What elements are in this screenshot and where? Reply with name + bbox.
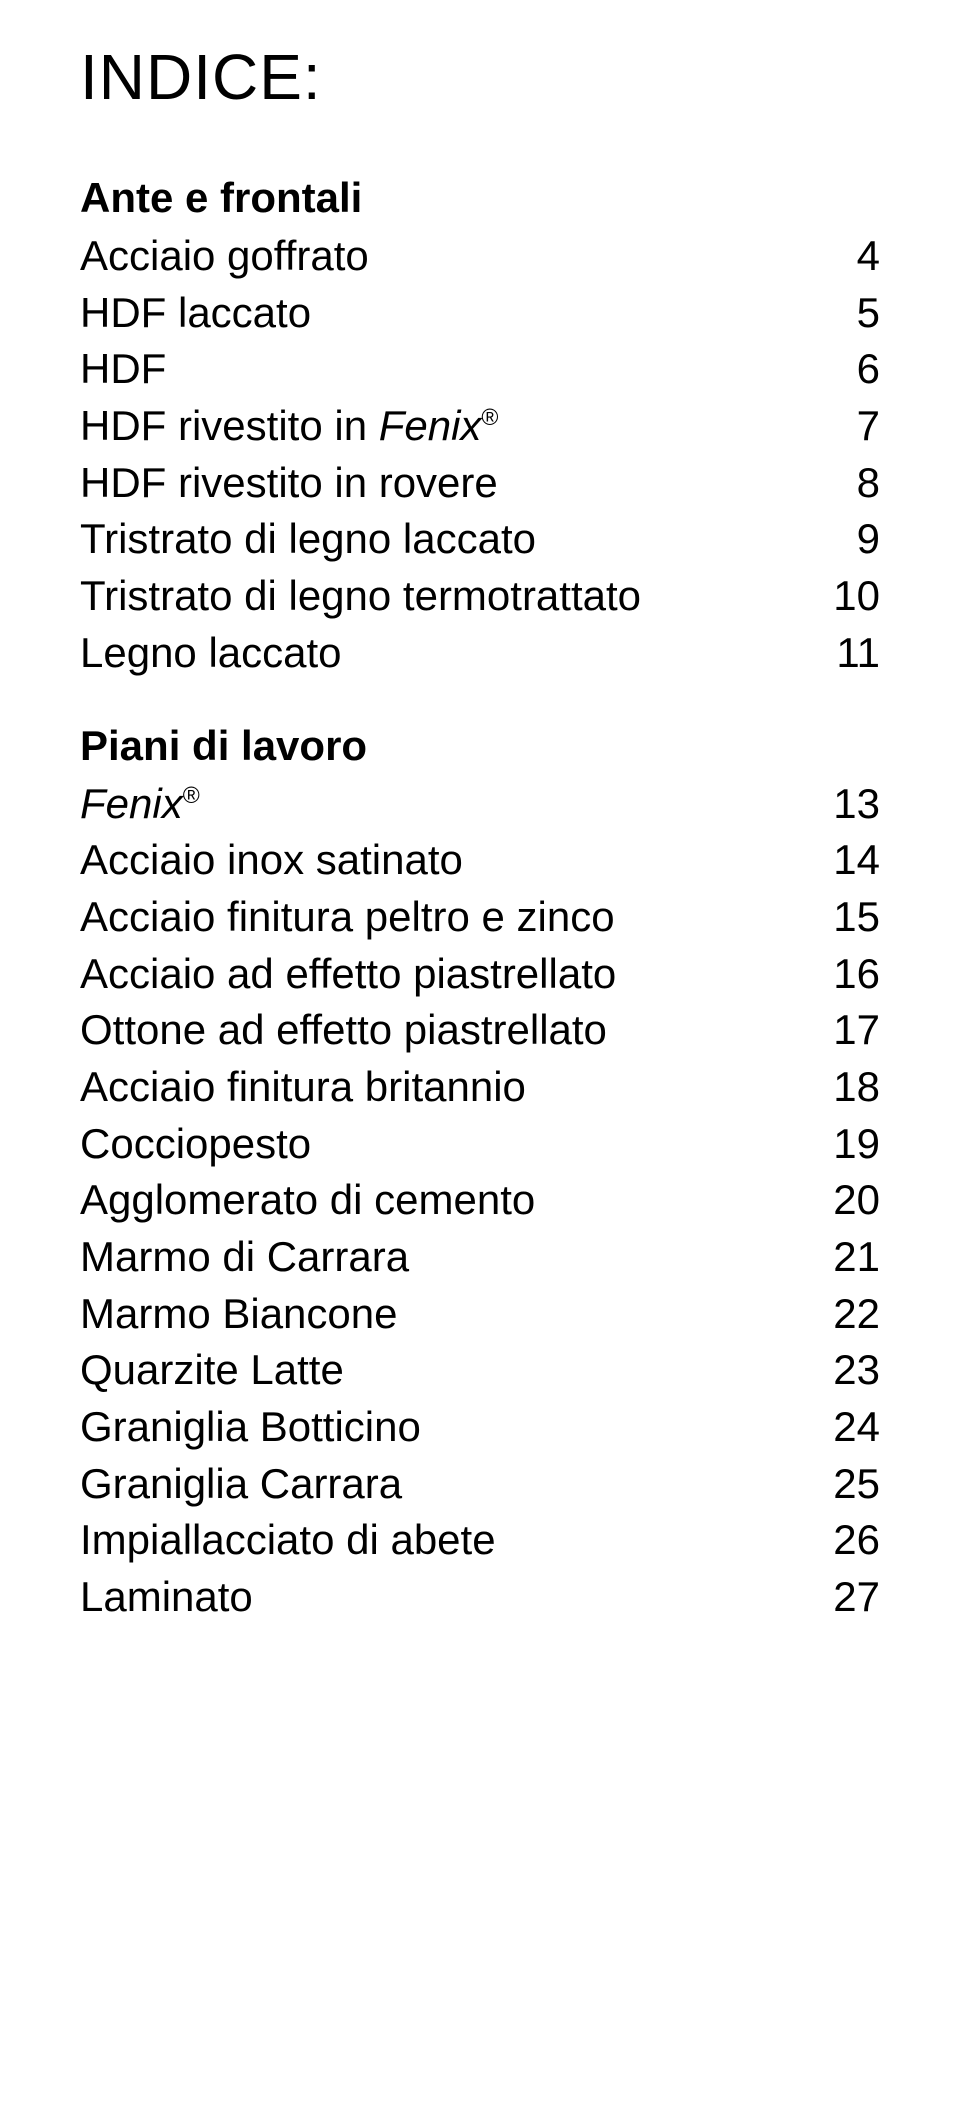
toc-row: Laminato 27 bbox=[80, 1569, 880, 1626]
toc-label: Ottone ad effetto piastrellato bbox=[80, 1002, 813, 1059]
toc-row: Marmo di Carrara 21 bbox=[80, 1229, 880, 1286]
toc-label: Marmo di Carrara bbox=[80, 1229, 813, 1286]
toc-label: Acciaio finitura britannio bbox=[80, 1059, 813, 1116]
toc-label: Acciaio finitura peltro e zinco bbox=[80, 889, 813, 946]
section-heading: Ante e frontali bbox=[80, 174, 880, 222]
toc-row: Acciaio goffrato 4 bbox=[80, 228, 880, 285]
toc-page: 20 bbox=[833, 1172, 880, 1229]
toc-sections: Ante e frontaliAcciaio goffrato4HDF lacc… bbox=[80, 174, 880, 1626]
toc-page: 27 bbox=[833, 1569, 880, 1626]
toc-label: Tristrato di legno termotrattato bbox=[80, 568, 813, 625]
toc-label: Graniglia Carrara bbox=[80, 1456, 813, 1513]
toc-row: Fenix® 13 bbox=[80, 776, 880, 833]
toc-label: Acciaio goffrato bbox=[80, 228, 837, 285]
toc-page: 24 bbox=[833, 1399, 880, 1456]
toc-row: Cocciopesto 19 bbox=[80, 1116, 880, 1173]
toc-page: 6 bbox=[857, 341, 880, 398]
toc-row: Marmo Biancone 22 bbox=[80, 1286, 880, 1343]
toc-page: 23 bbox=[833, 1342, 880, 1399]
toc-page: 25 bbox=[833, 1456, 880, 1513]
toc-row: Graniglia Carrara 25 bbox=[80, 1456, 880, 1513]
toc-page: 13 bbox=[833, 776, 880, 833]
toc-page: 19 bbox=[833, 1116, 880, 1173]
toc-page: 9 bbox=[857, 511, 880, 568]
toc-row: Agglomerato di cemento 20 bbox=[80, 1172, 880, 1229]
page-title: INDICE: bbox=[80, 40, 880, 114]
toc-row: Legno laccato 11 bbox=[80, 625, 880, 682]
toc-page: 18 bbox=[833, 1059, 880, 1116]
toc-label: Marmo Biancone bbox=[80, 1286, 813, 1343]
toc-page: 7 bbox=[857, 398, 880, 455]
toc-row: Ottone ad effetto piastrellato 17 bbox=[80, 1002, 880, 1059]
toc-row: Tristrato di legno termotrattato 10 bbox=[80, 568, 880, 625]
toc-label: Tristrato di legno laccato bbox=[80, 511, 837, 568]
toc-page: 22 bbox=[833, 1286, 880, 1343]
toc-label: Acciaio ad effetto piastrellato bbox=[80, 946, 813, 1003]
toc-row: HDF rivestito in rovere 8 bbox=[80, 455, 880, 512]
toc-label: HDF rivestito in rovere bbox=[80, 455, 837, 512]
toc-row: Quarzite Latte 23 bbox=[80, 1342, 880, 1399]
toc-label: HDF bbox=[80, 341, 837, 398]
toc-label: HDF rivestito in Fenix® bbox=[80, 398, 837, 455]
toc-label: Agglomerato di cemento bbox=[80, 1172, 813, 1229]
toc-page: 5 bbox=[857, 285, 880, 342]
toc-page: 16 bbox=[833, 946, 880, 1003]
toc-row: Tristrato di legno laccato 9 bbox=[80, 511, 880, 568]
toc-label: Fenix® bbox=[80, 776, 813, 833]
toc-page: 14 bbox=[833, 832, 880, 889]
toc-page: 17 bbox=[833, 1002, 880, 1059]
toc-row: HDF laccato 5 bbox=[80, 285, 880, 342]
toc-page: 10 bbox=[833, 568, 880, 625]
toc-row: Acciaio inox satinato 14 bbox=[80, 832, 880, 889]
toc-row: Acciaio ad effetto piastrellato 16 bbox=[80, 946, 880, 1003]
toc-label: Cocciopesto bbox=[80, 1116, 813, 1173]
toc-page: 26 bbox=[833, 1512, 880, 1569]
toc-page: 4 bbox=[857, 228, 880, 285]
toc-label: Graniglia Botticino bbox=[80, 1399, 813, 1456]
toc-row: HDF 6 bbox=[80, 341, 880, 398]
toc-row: HDF rivestito in Fenix® 7 bbox=[80, 398, 880, 455]
section-heading: Piani di lavoro bbox=[80, 722, 880, 770]
toc-label: Laminato bbox=[80, 1569, 813, 1626]
toc-page: 15 bbox=[833, 889, 880, 946]
toc-label: HDF laccato bbox=[80, 285, 837, 342]
toc-row: Acciaio finitura peltro e zinco 15 bbox=[80, 889, 880, 946]
toc-row: Acciaio finitura britannio 18 bbox=[80, 1059, 880, 1116]
toc-label: Quarzite Latte bbox=[80, 1342, 813, 1399]
toc-row: Graniglia Botticino 24 bbox=[80, 1399, 880, 1456]
toc-label: Acciaio inox satinato bbox=[80, 832, 813, 889]
toc-page: 11 bbox=[836, 625, 880, 682]
toc-page: 8 bbox=[857, 455, 880, 512]
toc-page: 21 bbox=[833, 1229, 880, 1286]
toc-row: Impiallacciato di abete 26 bbox=[80, 1512, 880, 1569]
toc-label: Impiallacciato di abete bbox=[80, 1512, 813, 1569]
toc-label: Legno laccato bbox=[80, 625, 816, 682]
